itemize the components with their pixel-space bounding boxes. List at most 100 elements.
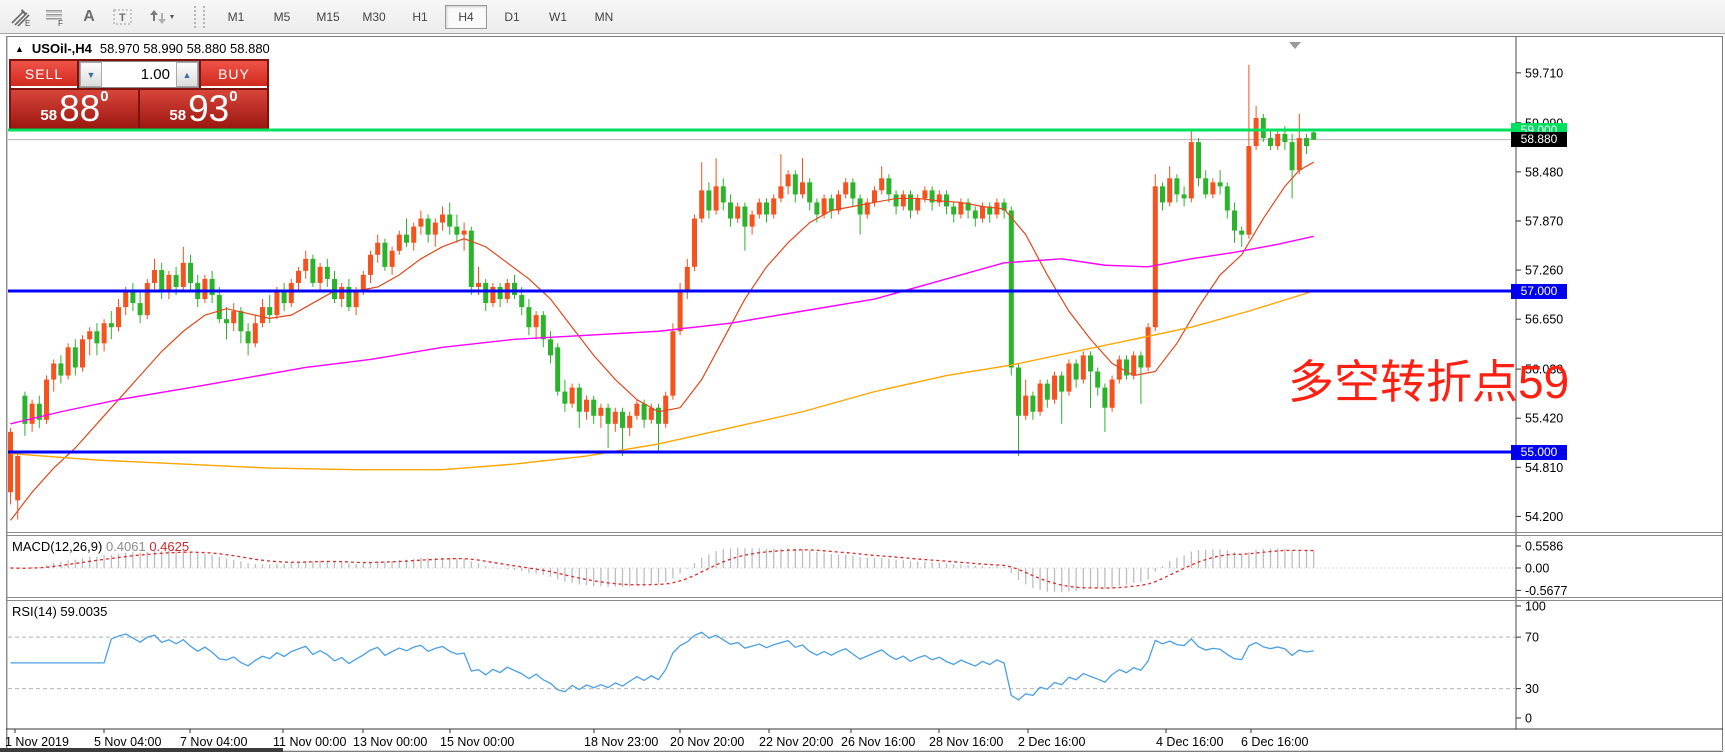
time-tick-label: 18 Nov 23:00 — [584, 735, 658, 749]
candle-body — [742, 206, 748, 227]
candle-body — [454, 226, 460, 235]
candle-body — [188, 262, 193, 283]
time-tick-label: 7 Nov 04:00 — [180, 735, 247, 749]
drawing-tools-group: E F A T — [0, 4, 190, 30]
candle-body — [468, 230, 474, 287]
candle-body — [692, 218, 697, 267]
candle-body — [663, 395, 669, 424]
symbol-info-bar: ▲ USOil-,H4 58.970 58.990 58.880 58.880 — [15, 41, 270, 56]
toolbar-drag-handle[interactable] — [194, 5, 205, 28]
timeframe-button-h1[interactable]: H1 — [412, 9, 428, 24]
candle-body — [1296, 138, 1302, 171]
price-axis[interactable]: 59.71059.09058.48057.87057.26056.65056.0… — [1516, 66, 1563, 524]
candle-body — [605, 407, 611, 424]
timeframe-button-mn[interactable]: MN — [594, 9, 614, 24]
price-tick-label: 56.650 — [1525, 313, 1563, 327]
fibonacci-grid-tool-icon[interactable]: F — [40, 4, 70, 30]
time-tick-label: 6 Dec 16:00 — [1241, 735, 1308, 749]
candle-body — [1217, 182, 1223, 187]
arrows-tool-icon[interactable] — [142, 4, 184, 30]
rsi-scale-label: 30 — [1525, 682, 1539, 696]
timeframe-button-m30[interactable]: M30 — [362, 9, 386, 24]
symbol-collapse-icon[interactable]: ▲ — [15, 43, 24, 54]
time-tick-label: 13 Nov 00:00 — [353, 735, 427, 749]
horizontal-scrollbar-thumb[interactable] — [0, 748, 283, 752]
price-tick-label: 56.030 — [1525, 363, 1563, 377]
candle-body — [353, 291, 359, 308]
sell-price-tile[interactable]: 58 88 0 — [11, 88, 138, 128]
timeframe-button-w1[interactable]: W1 — [549, 9, 567, 24]
rsi-label: RSI(14) 59.0035 — [12, 604, 108, 619]
candle-body — [411, 226, 417, 243]
sell-button[interactable]: SELL — [11, 61, 77, 88]
candle-body — [1116, 359, 1122, 380]
candle-body — [591, 399, 597, 416]
candle-body — [706, 190, 712, 211]
candle-body — [72, 347, 78, 368]
candle-body — [1016, 367, 1021, 416]
one-click-trading-panel: SELL ▼ 1.00 ▲ BUY 58 88 0 58 93 0 — [9, 59, 269, 130]
chart-annotation-text[interactable]: 多空转折点59 — [1288, 356, 1570, 408]
text-label-tool-icon[interactable]: A — [83, 7, 95, 25]
timeframe-button-m1[interactable]: M1 — [227, 9, 245, 24]
candle-body — [346, 286, 352, 308]
candle-body — [987, 206, 993, 215]
candle-body — [224, 319, 229, 324]
candle-body — [80, 339, 85, 368]
candle-body — [461, 230, 467, 235]
candle-body — [972, 210, 978, 219]
candle-body — [555, 347, 561, 392]
candle-body — [418, 218, 424, 227]
candle-body — [634, 403, 640, 416]
timeframe-group: M1 M5 M15 M30 H1 H4 D1 W1 MN — [209, 4, 631, 29]
candle-body — [274, 291, 280, 316]
time-axis[interactable]: 1 Nov 2019 5 Nov 04:00 7 Nov 04:00 11 Nov 0… — [5, 729, 1308, 749]
candle-body — [735, 206, 741, 219]
candle-body — [1073, 363, 1079, 380]
buy-price-sup: 0 — [229, 88, 238, 105]
candle-body — [684, 266, 690, 291]
candle-body — [656, 407, 661, 424]
candle-body — [94, 331, 100, 344]
draw-channel-tool-icon[interactable]: E — [6, 4, 36, 30]
candle-body — [569, 387, 575, 404]
buy-button[interactable]: BUY — [201, 61, 267, 88]
time-tick-label: 28 Nov 16:00 — [929, 735, 1003, 749]
ma-mid-line — [10, 235, 1314, 425]
candle-body — [1088, 355, 1093, 372]
price-badge-57.000: 57.000 — [1511, 283, 1567, 299]
candle-body — [699, 190, 705, 219]
price-tick-label: 55.420 — [1525, 412, 1563, 426]
buy-price-tile[interactable]: 58 93 0 — [140, 88, 267, 128]
candle-body — [180, 262, 186, 287]
sell-price-sup: 0 — [100, 88, 109, 105]
volume-increase-button[interactable]: ▲ — [176, 62, 198, 87]
candle-body — [296, 270, 301, 283]
candle-body — [58, 363, 64, 376]
candle-body — [252, 323, 258, 344]
chart-shift-marker-icon[interactable] — [1289, 42, 1301, 49]
candle-body — [1167, 178, 1173, 203]
timeframe-button-d1[interactable]: D1 — [504, 9, 520, 24]
candle-body — [166, 274, 172, 291]
candle-body — [958, 202, 964, 215]
candle-body — [814, 202, 820, 215]
candle-body — [677, 291, 683, 332]
candle-body — [173, 274, 179, 287]
svg-text:E: E — [25, 19, 30, 27]
text-box-tool-icon[interactable]: T — [108, 4, 138, 30]
timeframe-button-m5[interactable]: M5 — [273, 9, 291, 24]
volume-input[interactable]: 1.00 — [140, 66, 170, 83]
horizontal-scrollbar-track[interactable] — [0, 750, 1725, 751]
candle-body — [108, 323, 114, 328]
symbol-ohlc-values: 58.970 58.990 58.880 58.880 — [99, 41, 270, 56]
candle-body — [130, 291, 136, 304]
candle-body — [36, 403, 42, 420]
timeframe-button-h4[interactable]: H4 — [445, 4, 487, 29]
volume-decrease-button[interactable]: ▼ — [80, 62, 102, 87]
rsi-panel: 100 70 30 0 — [8, 600, 1546, 726]
timeframe-button-m15[interactable]: M15 — [316, 9, 340, 24]
candle-body — [1196, 142, 1201, 179]
candle-body — [749, 214, 755, 227]
